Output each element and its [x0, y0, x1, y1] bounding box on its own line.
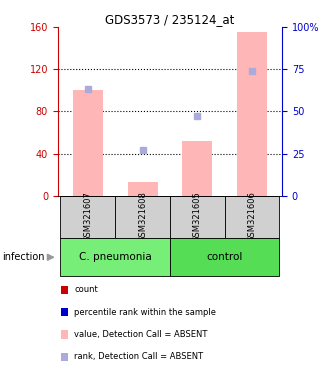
Bar	[225, 196, 280, 238]
Bar	[115, 196, 170, 238]
Text: GSM321605: GSM321605	[193, 192, 202, 242]
Bar	[170, 196, 225, 238]
Text: value, Detection Call = ABSENT: value, Detection Call = ABSENT	[74, 330, 208, 339]
Text: GSM321607: GSM321607	[83, 192, 92, 242]
Text: C. pneumonia: C. pneumonia	[79, 252, 151, 262]
Bar	[237, 32, 267, 196]
Text: GSM321608: GSM321608	[138, 192, 147, 242]
Bar	[60, 238, 170, 276]
Text: count: count	[74, 285, 98, 295]
Text: infection: infection	[2, 252, 44, 262]
Text: percentile rank within the sample: percentile rank within the sample	[74, 308, 216, 317]
Title: GDS3573 / 235124_at: GDS3573 / 235124_at	[105, 13, 235, 26]
Bar	[170, 238, 280, 276]
Bar	[60, 196, 115, 238]
Text: rank, Detection Call = ABSENT: rank, Detection Call = ABSENT	[74, 352, 203, 361]
Text: control: control	[207, 252, 243, 262]
Bar	[182, 141, 213, 196]
Text: GSM321606: GSM321606	[248, 192, 256, 242]
Bar	[73, 90, 103, 196]
Bar	[127, 182, 158, 196]
